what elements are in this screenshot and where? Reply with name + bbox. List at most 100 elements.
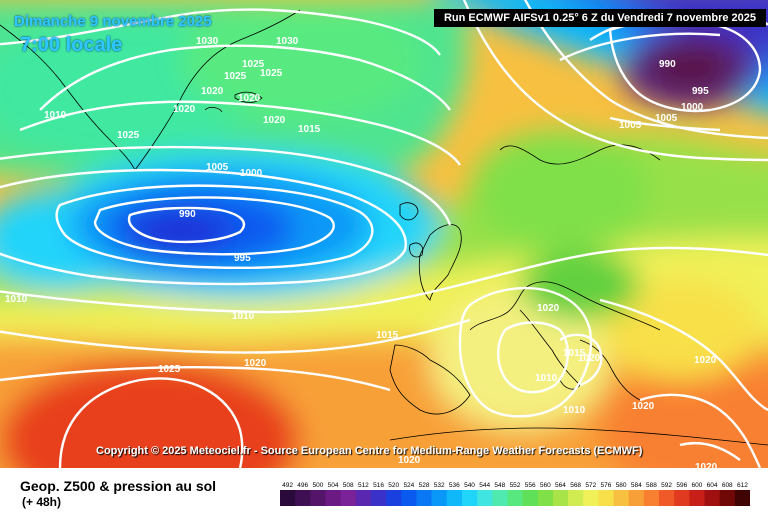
legend-swatch [355, 490, 372, 506]
forecast-map: 1030 1030 1025 1025 1025 1020 1020 1020 1010 1025… [0, 0, 768, 468]
forecast-date: Dimanche 9 novembre 2025 [14, 13, 212, 30]
isobar-label: 1020 [398, 455, 421, 466]
legend-swatch [280, 490, 296, 506]
legend-tick-label: 560 [540, 482, 551, 489]
legend-swatch [386, 490, 402, 506]
isobar-label: 1020 [173, 104, 196, 115]
legend-swatch [552, 490, 569, 506]
legend-swatch [477, 490, 493, 506]
legend-tick-label: 600 [692, 482, 703, 489]
legend-swatch [598, 490, 615, 506]
legend-tick-label: 512 [358, 482, 369, 489]
legend-tick-label: 508 [343, 482, 354, 489]
legend-swatch [340, 490, 357, 506]
isobar-label: 1025 [242, 59, 265, 70]
isobar-label: 1020 [201, 86, 224, 97]
legend-tick-label: 596 [676, 482, 687, 489]
forecast-local-time: 7:00 locale [20, 34, 123, 56]
isobar-labels: 1030 103010251025102510201020102010101025… [5, 36, 718, 468]
model-run-info: Run ECMWF AIFSv1 0.25° 6 Z du Vendredi 7… [434, 9, 766, 27]
legend-tick-label: 516 [373, 482, 384, 489]
isobar-label: 1015 [298, 124, 321, 135]
z500-pressure-map: 1030 103010251025102510201020102010101025… [0, 0, 768, 468]
legend-swatch [401, 490, 417, 506]
legend-tick-label: 564 [555, 482, 566, 489]
legend-swatch [507, 490, 524, 506]
isobar-label: 1025 [117, 130, 140, 141]
legend-swatch [613, 490, 630, 506]
isobar-label: 1030 [196, 36, 219, 47]
forecast-lead-time: (+ 48h) [22, 495, 62, 509]
legend-swatch [310, 490, 326, 506]
legend-tick-label: 528 [419, 482, 430, 489]
isobar-label: 1005 [619, 120, 642, 131]
legend-tick-label: 612 [737, 482, 748, 489]
isobar-label: 1000 [681, 102, 704, 113]
legend-swatch [628, 490, 645, 506]
legend-swatch [431, 490, 448, 506]
isobar-label: 1000 [240, 168, 263, 179]
isobar-label: 990 [659, 59, 676, 70]
legend-tick-label: 524 [403, 482, 414, 489]
isobar-label: 1020 [537, 303, 560, 314]
isobar-label: 1030 [276, 36, 299, 47]
legend-swatch [734, 490, 750, 506]
legend-tick-label: 588 [646, 482, 657, 489]
legend-swatch [719, 490, 736, 506]
legend-tick-label: 568 [570, 482, 581, 489]
copyright-notice: Copyright © 2025 Meteociel.fr - Source E… [96, 445, 643, 457]
legend-swatch [583, 490, 599, 506]
isobar-label: 1020 [238, 93, 261, 104]
isobar-label: 1025 [224, 71, 247, 82]
legend-tick-label: 548 [494, 482, 505, 489]
legend-tick-label: 520 [388, 482, 399, 489]
legend-tick-label: 572 [585, 482, 596, 489]
legend-tick-label: 592 [661, 482, 672, 489]
isobar-label: 1020 [263, 115, 286, 126]
z500-color-legend: 492 496 500 504 508 512 516 520 524 528 532 536 540 5… [280, 482, 750, 506]
legend-swatch [659, 490, 675, 506]
legend-tick-label: 540 [464, 482, 475, 489]
isobar-label: 1010 [5, 294, 28, 305]
legend-swatch [325, 490, 342, 506]
legend-tick-label: 584 [631, 482, 642, 489]
isobar-label: 1010 [563, 405, 586, 416]
legend-swatch [446, 490, 463, 506]
legend-swatch [461, 490, 478, 506]
legend-swatch [643, 490, 660, 506]
legend-swatch [370, 490, 387, 506]
isobar-label: 990 [179, 209, 196, 220]
isobar-label: 1015 [563, 348, 586, 359]
legend-tick-label: 604 [707, 482, 718, 489]
legend-swatch [689, 490, 706, 506]
isobar-label: 1025 [158, 364, 181, 375]
isobar-label: 1005 [206, 162, 229, 173]
legend-swatch [416, 490, 433, 506]
legend-swatch [295, 490, 311, 506]
legend-swatch [674, 490, 690, 506]
legend-tick-label: 496 [297, 482, 308, 489]
isobar-label: 1020 [694, 355, 717, 366]
isobar-label: 1025 [260, 68, 283, 79]
legend-tick-label: 576 [601, 482, 612, 489]
isobar-label: 1010 [232, 311, 255, 322]
isobar-label: 1020 [578, 353, 601, 364]
legend-tick-label: 544 [479, 482, 490, 489]
legend-tick-label: 608 [722, 482, 733, 489]
isobar-label: 1020 [244, 358, 267, 369]
legend-tick-label: 500 [312, 482, 323, 489]
isobar-label: 1005 [655, 113, 678, 124]
isobar-label: 1015 [376, 330, 399, 341]
legend-swatch [522, 490, 539, 506]
map-title: Geop. Z500 & pression au sol [20, 478, 217, 494]
isobar-label: 995 [234, 253, 251, 264]
legend-tick-label: 492 [282, 482, 293, 489]
legend-swatch [568, 490, 584, 506]
isobar-label: 1010 [44, 110, 67, 121]
legend-swatch [492, 490, 508, 506]
isobar-label: 995 [692, 86, 709, 97]
legend-tick-label: 580 [616, 482, 627, 489]
isobar-label: 1020 [632, 401, 655, 412]
isobar-label: 1010 [535, 373, 558, 384]
legend-tick-label: 532 [434, 482, 445, 489]
